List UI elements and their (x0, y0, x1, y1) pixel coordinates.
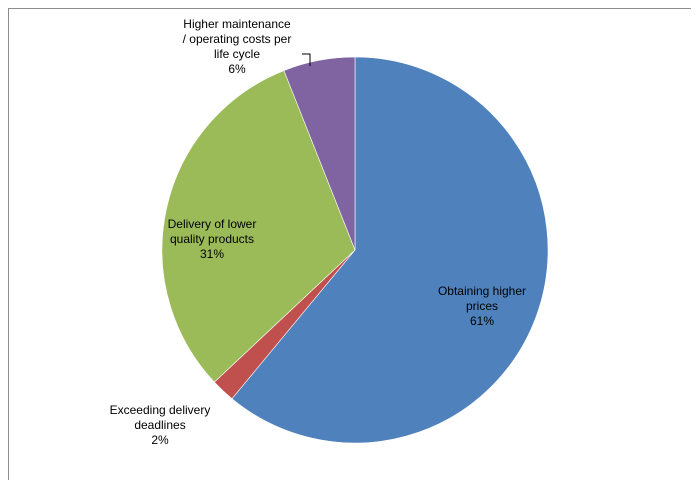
category-label-line: deadlines (134, 418, 185, 432)
percent-label: 6% (228, 62, 246, 76)
category-label-line: Delivery of lower (168, 217, 257, 231)
slice-labels: Obtaining higher prices 61% Exceeding deliv… (110, 17, 526, 447)
slice-obtaining-higher-prices (231, 56, 549, 444)
category-label-line: quality products (170, 232, 254, 246)
percent-label: 2% (151, 433, 169, 447)
category-label-line: Higher maintenance (183, 17, 291, 31)
slice-higher-maintenance-costs (283, 56, 356, 251)
leader-lines (302, 53, 311, 66)
category-label-line: Exceeding delivery (110, 403, 211, 417)
label-exceeding-delivery-deadlines: Exceeding delivery deadlines 2% (110, 403, 211, 447)
category-label-line: Obtaining higher (438, 284, 526, 298)
percent-label: 31% (200, 247, 224, 261)
leader-line-maintenance (302, 53, 311, 66)
label-lower-quality-products: Delivery of lower quality products 31% (168, 217, 257, 261)
slice-lower-quality-products (161, 70, 356, 383)
pie-slices (161, 56, 549, 444)
label-higher-maintenance-costs: Higher maintenance / operating costs per l… (183, 17, 292, 76)
category-label-line: / operating costs per (183, 32, 292, 46)
percent-label: 61% (470, 314, 494, 328)
label-obtaining-higher-prices: Obtaining higher prices 61% (438, 284, 526, 328)
category-label-line: prices (466, 299, 498, 313)
chart-area (8, 8, 691, 480)
category-label-line: life cycle (214, 47, 260, 61)
